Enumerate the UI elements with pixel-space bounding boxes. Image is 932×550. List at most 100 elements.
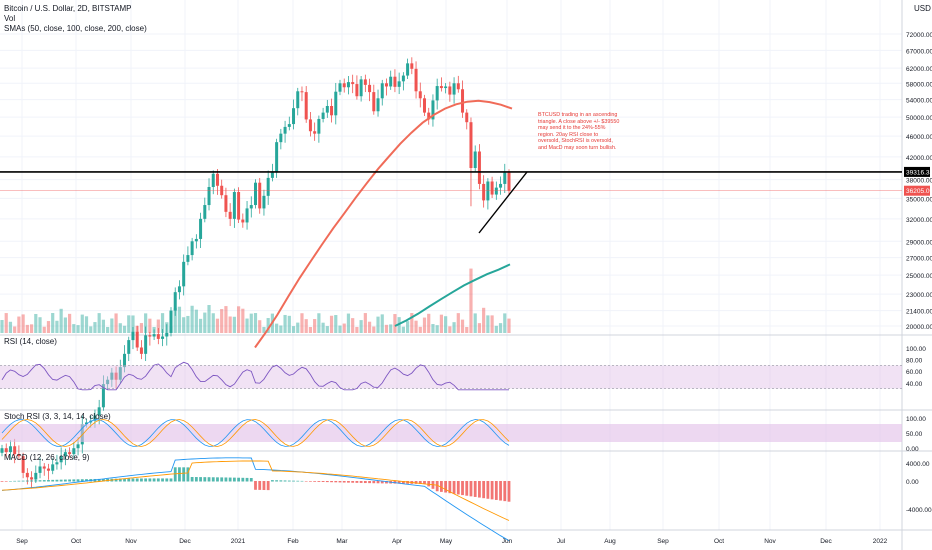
macd-histogram-bar <box>186 467 190 482</box>
candle <box>8 440 12 460</box>
candle-body <box>325 106 329 113</box>
stoch-k-line <box>1 419 510 447</box>
time-tick-label: Aug <box>604 538 616 545</box>
candle-body <box>448 86 452 95</box>
price-badge-label: 39316.33 <box>906 169 932 176</box>
candle-body <box>224 195 228 212</box>
macd-histogram-bar <box>351 481 355 483</box>
candle <box>68 447 72 458</box>
volume-bar <box>253 313 258 333</box>
macd-histogram-bar <box>473 481 477 497</box>
candle-body <box>342 83 346 88</box>
volume-bar <box>296 322 300 333</box>
volume-bar <box>452 322 456 333</box>
candle <box>55 454 59 470</box>
candle-body <box>363 79 367 85</box>
candle <box>292 99 296 130</box>
candle <box>63 448 67 466</box>
candle-body <box>258 182 262 209</box>
candle-body <box>300 91 304 93</box>
candle <box>123 345 127 373</box>
rsi-tick-label: 80.00 <box>906 358 923 365</box>
candle <box>199 212 203 249</box>
candle <box>279 128 283 150</box>
candle-body <box>51 464 55 471</box>
candle-body <box>431 100 435 120</box>
candle-body <box>389 76 393 87</box>
volume-bar <box>89 326 93 333</box>
candle-body <box>190 241 194 256</box>
price-badge <box>904 166 930 177</box>
volume-bar <box>144 313 148 333</box>
volume-bar <box>76 325 80 333</box>
candle <box>338 79 342 96</box>
candle <box>228 203 232 227</box>
candle <box>211 170 215 195</box>
macd-histogram-bar <box>237 477 240 482</box>
macd-histogram-bar <box>448 481 452 494</box>
volume-bar <box>507 318 511 333</box>
time-tick-label: Oct <box>71 538 81 545</box>
candle-body <box>215 173 219 186</box>
candle <box>423 94 426 117</box>
rsi-tick-label: 40.00 <box>906 381 923 388</box>
candle-body <box>156 334 160 339</box>
price-tick-label: 29000.00 <box>906 239 932 246</box>
macd-tick-label: 0.00 <box>906 479 919 486</box>
volume-bar <box>283 314 287 333</box>
candle-body <box>203 205 207 219</box>
macd-histogram-bar <box>102 478 105 482</box>
price-tick-label: 23000.00 <box>906 292 932 299</box>
candle <box>300 86 304 102</box>
candle <box>397 72 401 95</box>
volume-bar <box>334 315 338 333</box>
macd-histogram-bar <box>444 481 448 493</box>
candle-body <box>296 91 300 109</box>
candle <box>507 169 511 195</box>
macd-histogram-bar <box>321 481 325 482</box>
volume-bar <box>97 313 101 333</box>
macd-histogram-bar <box>287 480 291 482</box>
candle <box>59 447 63 470</box>
macd-histogram-bar <box>169 478 173 482</box>
candle <box>186 246 190 266</box>
volume-bar <box>406 321 410 333</box>
volume-bar <box>346 313 351 333</box>
macd-histogram-bar <box>347 481 350 483</box>
candle-body <box>131 331 135 341</box>
candle-body <box>254 182 257 206</box>
candle-body <box>46 468 50 471</box>
volume-bar <box>68 313 72 333</box>
macd-histogram-bar <box>25 480 29 482</box>
candle <box>368 78 372 102</box>
macd-histogram-bar <box>203 477 207 482</box>
candle-body <box>237 192 241 220</box>
macd-histogram-bar <box>452 481 456 494</box>
candle-body <box>123 353 127 368</box>
volume-bar <box>359 320 363 333</box>
volume-bar <box>498 323 503 333</box>
candle-body <box>72 448 76 455</box>
time-tick-label: May <box>440 538 453 545</box>
price-tick-label: 46000.00 <box>906 134 932 141</box>
volume-bar <box>389 324 393 333</box>
volume-bar <box>228 316 232 333</box>
macd-histogram-bar <box>461 481 464 496</box>
candle <box>127 336 131 362</box>
price-tick-label: 27000.00 <box>906 256 932 263</box>
macd-histogram-bar <box>499 481 502 501</box>
volume-bar <box>321 322 325 333</box>
volume-bar <box>287 315 291 333</box>
candle <box>317 115 321 143</box>
volume-bar <box>34 313 38 333</box>
volume-bar <box>194 309 198 333</box>
volume-bar <box>473 313 477 333</box>
macd-histogram-bar <box>355 481 359 483</box>
volume-bar <box>355 326 359 333</box>
macd-histogram-bar <box>401 481 405 484</box>
time-tick-label: Mar <box>336 538 348 545</box>
candle-body <box>118 367 122 380</box>
candle-body <box>427 112 431 120</box>
candle-body <box>144 335 148 354</box>
